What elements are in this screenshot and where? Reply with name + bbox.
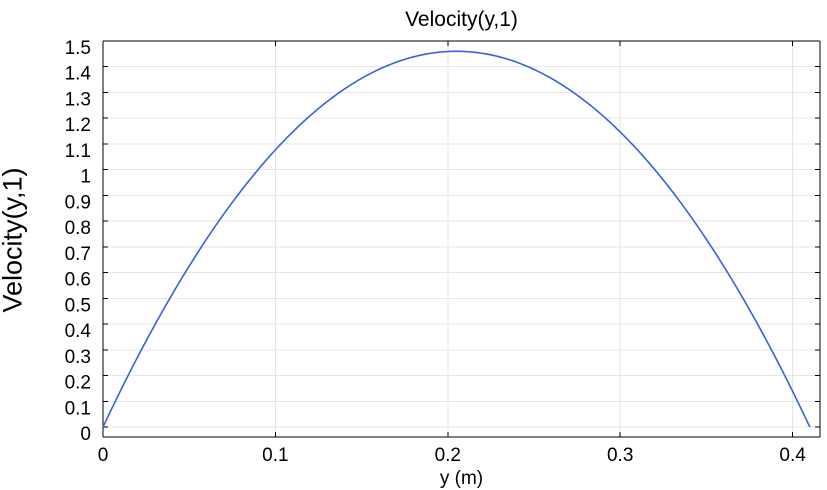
svg-text:1.5: 1.5 <box>65 38 91 59</box>
svg-text:0.7: 0.7 <box>65 244 91 265</box>
svg-text:0.1: 0.1 <box>262 445 288 466</box>
svg-text:0.8: 0.8 <box>65 218 91 239</box>
svg-text:0: 0 <box>98 445 109 466</box>
svg-text:1.4: 1.4 <box>65 64 92 85</box>
svg-text:0.4: 0.4 <box>779 445 806 466</box>
svg-text:0.9: 0.9 <box>65 192 91 213</box>
svg-text:1: 1 <box>80 167 91 188</box>
svg-text:0.2: 0.2 <box>435 445 461 466</box>
svg-text:1.2: 1.2 <box>65 115 91 136</box>
svg-text:0.3: 0.3 <box>65 347 91 368</box>
svg-text:0.6: 0.6 <box>65 270 91 291</box>
svg-text:0.4: 0.4 <box>65 321 92 342</box>
svg-text:0.2: 0.2 <box>65 373 91 394</box>
svg-text:0.1: 0.1 <box>65 398 91 419</box>
svg-text:1.3: 1.3 <box>65 89 91 110</box>
svg-text:1.1: 1.1 <box>65 141 91 162</box>
svg-text:0: 0 <box>80 424 91 445</box>
svg-text:0.5: 0.5 <box>65 295 91 316</box>
svg-text:0.3: 0.3 <box>607 445 633 466</box>
